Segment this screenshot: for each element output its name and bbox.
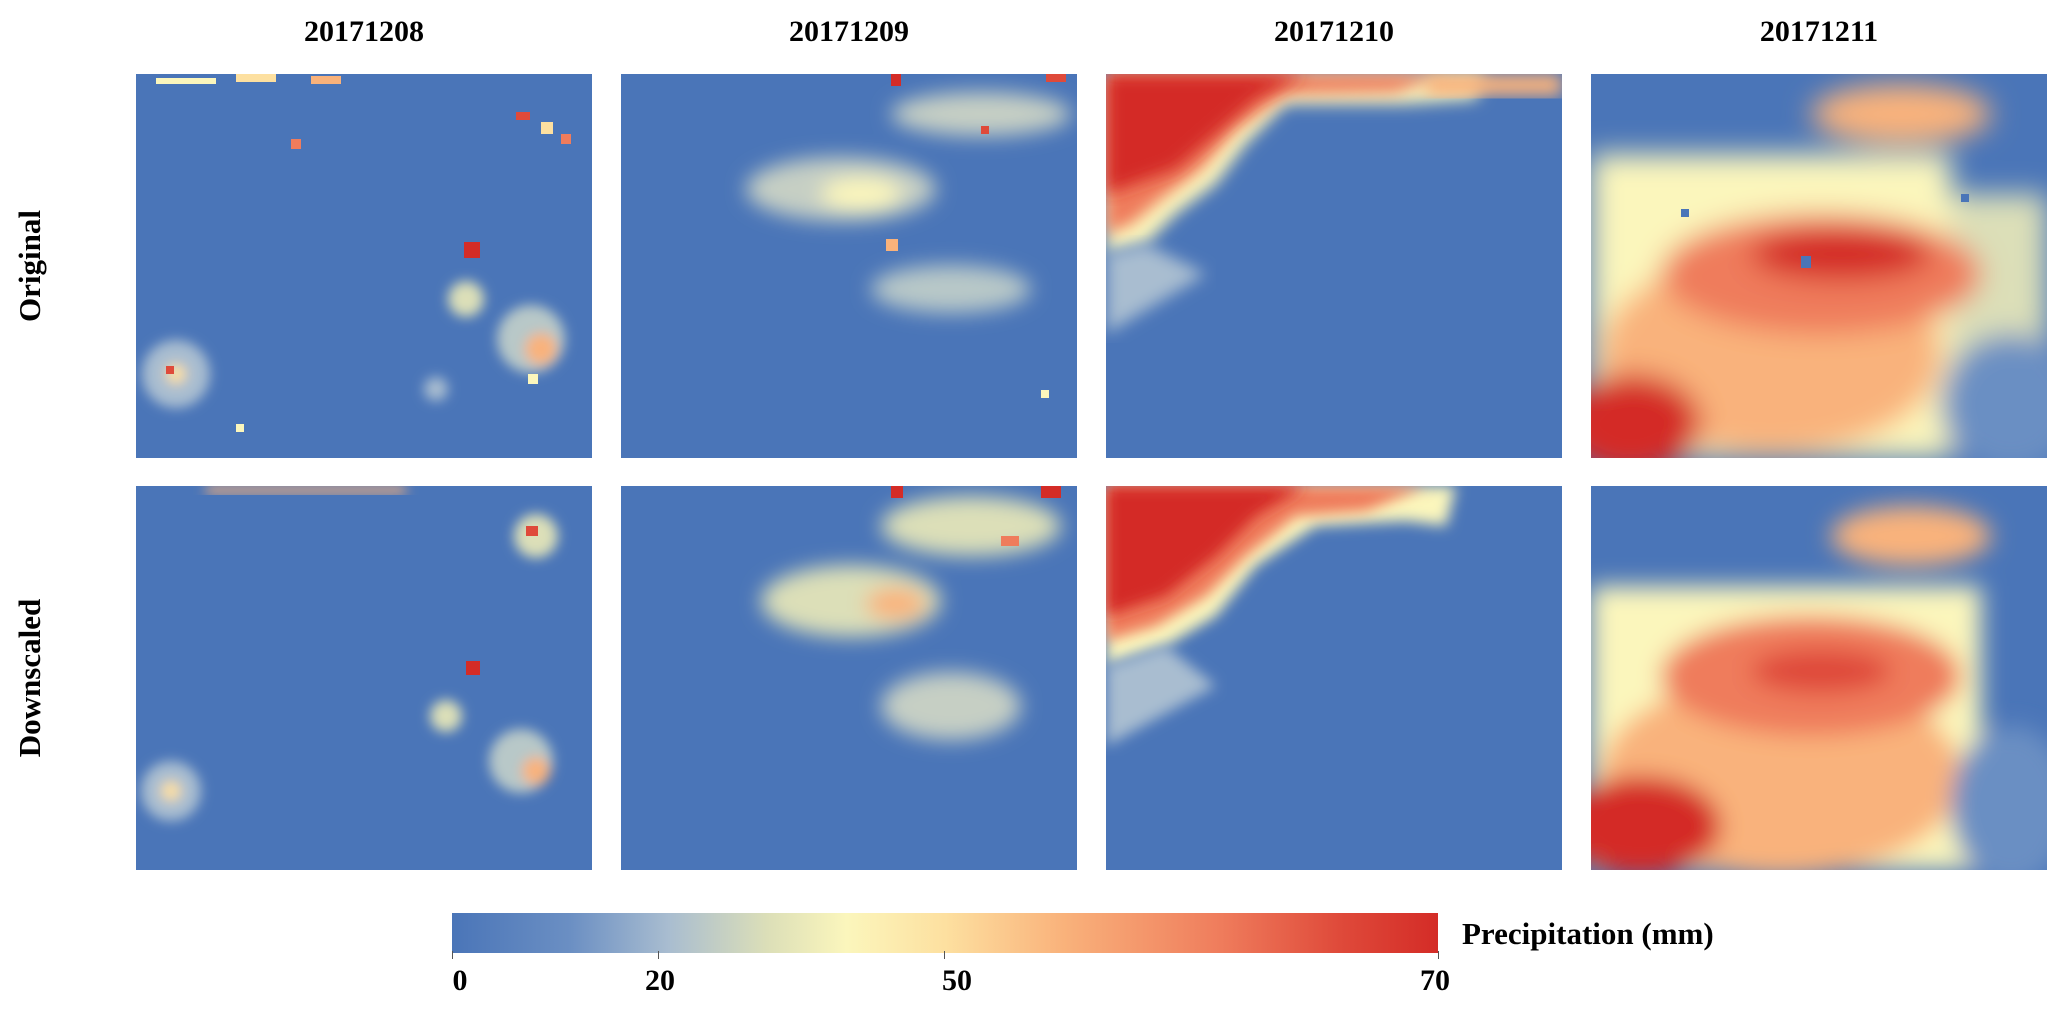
- map-svg: [142, 74, 571, 432]
- column-title-1: 20171208: [304, 15, 424, 48]
- map-panel-original-20171210: [1106, 74, 1562, 458]
- map-svg: [1591, 506, 2047, 870]
- map-svg: [141, 486, 558, 821]
- row-title-original-text: Original: [12, 210, 47, 322]
- column-title-4: 20171211: [1759, 15, 1879, 48]
- map-panel-downscaled-20171209: [621, 486, 1077, 870]
- map-panel-downscaled-20171208: [136, 486, 592, 870]
- colorbar-tick-mark: [1438, 951, 1439, 959]
- map-panel-original-20171211: [1591, 74, 2047, 458]
- map-svg: [761, 486, 1061, 740]
- colorbar-tick-mark: [944, 951, 945, 959]
- column-title-3: 20171210: [1274, 15, 1394, 48]
- colorbar-tick-mark: [658, 951, 659, 959]
- map-panel-original-20171209: [621, 74, 1077, 458]
- column-title-2: 20171209: [789, 15, 909, 48]
- map-panel-downscaled-20171210: [1106, 486, 1562, 870]
- map-svg: [1591, 84, 2047, 458]
- map-svg: [1106, 74, 1562, 334]
- row-title-original: Original: [0, 74, 60, 458]
- colorbar-tick-20: 20: [645, 964, 675, 997]
- colorbar: [452, 913, 1438, 953]
- map-svg: [746, 74, 1071, 398]
- map-panel-original-20171208: [136, 74, 592, 458]
- colorbar-tick-0: 0: [452, 964, 468, 997]
- colorbar-tick-70: 70: [1420, 964, 1450, 997]
- map-panel-downscaled-20171211: [1591, 486, 2047, 870]
- colorbar-tick-mark: [452, 951, 453, 959]
- map-svg: [1106, 486, 1456, 746]
- colorbar-tick-50: 50: [942, 964, 972, 997]
- row-title-downscaled-text: Downscaled: [12, 598, 47, 758]
- row-title-downscaled: Downscaled: [0, 486, 60, 870]
- colorbar-label: Precipitation (mm): [1462, 916, 1714, 951]
